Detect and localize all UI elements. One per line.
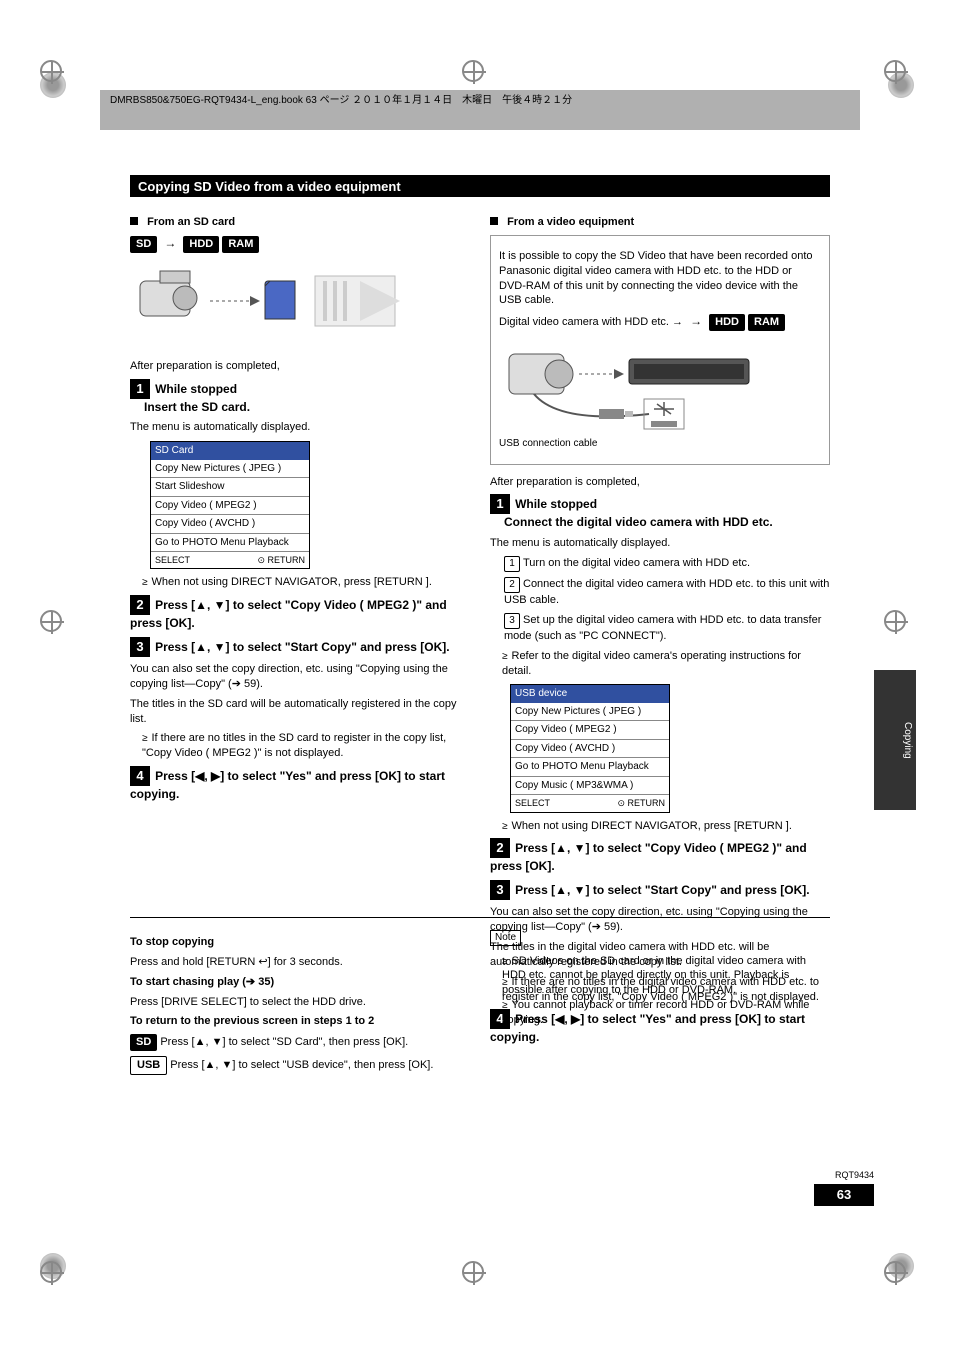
dialog-row: Copy New Pictures ( JPEG ) bbox=[511, 703, 669, 722]
right-intro: It is possible to copy the SD Video that… bbox=[499, 249, 821, 308]
step-number: 1 bbox=[490, 494, 510, 514]
step2-text-r: Press [▲, ▼] to select "Copy Video ( MPE… bbox=[490, 841, 807, 873]
after-prep-text-r: After preparation is completed, bbox=[490, 475, 830, 490]
bullet-not-using-r: When not using DIRECT NAVIGATOR, press [… bbox=[502, 819, 830, 834]
returning-usb: Press [▲, ▼] to select "USB device", the… bbox=[170, 1059, 433, 1071]
usb-device-dialog: USB device Copy New Pictures ( JPEG ) Co… bbox=[510, 684, 670, 812]
page-number: 63 bbox=[814, 1184, 874, 1206]
side-tab: Copying bbox=[874, 670, 916, 810]
media-tag-usb: USB bbox=[130, 1056, 167, 1075]
dialog-row: Copy Video ( AVCHD ) bbox=[151, 515, 309, 534]
step1-connect-r: Connect the digital video camera with HD… bbox=[504, 515, 773, 529]
dialog-footer: SELECT ⊙ RETURN bbox=[151, 552, 309, 568]
step-number: 3 bbox=[490, 880, 510, 900]
rqt-code: RQT9434 bbox=[835, 1169, 874, 1181]
dialog-row: Go to PHOTO Menu Playback bbox=[511, 758, 669, 777]
step4-text: Press [◀, ▶] to select "Yes" and press [… bbox=[130, 769, 445, 801]
step2-text: Press [▲, ▼] to select "Copy Video ( MPE… bbox=[130, 598, 447, 630]
chasing-heading: To start chasing play (➔ 35) bbox=[130, 976, 274, 988]
crop-mark bbox=[884, 60, 914, 90]
step1-insert: Insert the SD card. bbox=[144, 400, 250, 414]
media-tag-ram: RAM bbox=[748, 314, 785, 331]
bullet-no-titles: If there are no titles in the SD card to… bbox=[142, 731, 470, 761]
dialog-row: Go to PHOTO Menu Playback bbox=[151, 534, 309, 553]
camera-to-sd-illustration bbox=[130, 261, 450, 351]
footer-section: To stop copying Press and hold [RETURN ↩… bbox=[130, 905, 830, 1080]
returning-sd: Press [▲, ▼] to select "SD Card", then p… bbox=[160, 1036, 408, 1048]
media-tag-sd: SD bbox=[130, 236, 157, 253]
dialog-row: Copy Video ( MPEG2 ) bbox=[511, 721, 669, 740]
step-number: 4 bbox=[130, 766, 150, 786]
left-heading: From an SD card bbox=[147, 216, 235, 228]
bullet-square-icon bbox=[130, 217, 138, 225]
crop-mark bbox=[462, 60, 492, 90]
right-heading: From a video equipment bbox=[507, 216, 634, 228]
dialog-row: Copy Video ( MPEG2 ) bbox=[151, 497, 309, 516]
substep2: Connect the digital video camera with HD… bbox=[504, 578, 829, 606]
crop-mark bbox=[40, 1261, 70, 1291]
crop-mark bbox=[40, 60, 70, 90]
note-label: Note bbox=[490, 930, 521, 946]
substep-number: 3 bbox=[504, 613, 520, 629]
substep1: Turn on the digital video camera with HD… bbox=[523, 557, 750, 569]
arrow-icon: → bbox=[164, 236, 176, 250]
after-prep-text: After preparation is completed, bbox=[130, 359, 470, 374]
media-tag-hdd: HDD bbox=[709, 314, 745, 331]
step3-text-r: Press [▲, ▼] to select "Start Copy" and … bbox=[515, 883, 810, 897]
step-number: 2 bbox=[130, 595, 150, 615]
chasing-text: Press [DRIVE SELECT] to select the HDD d… bbox=[130, 995, 470, 1010]
substep-number: 1 bbox=[504, 556, 520, 572]
step-number: 1 bbox=[130, 379, 150, 399]
stop-text: Press and hold [RETURN ↩] for 3 seconds. bbox=[130, 955, 470, 970]
step-number: 3 bbox=[130, 637, 150, 657]
dialog-footer: SELECT ⊙ RETURN bbox=[511, 795, 669, 811]
crop-mark bbox=[462, 1261, 492, 1291]
dialog-row: Start Slideshow bbox=[151, 478, 309, 497]
step3-sub2: The titles in the SD card will be automa… bbox=[130, 697, 470, 727]
page-ref: ➔ 59 bbox=[232, 678, 257, 690]
divider bbox=[130, 917, 830, 918]
media-tag-ram: RAM bbox=[222, 236, 259, 253]
dialog-row: Copy Music ( MP3&WMA ) bbox=[511, 777, 669, 796]
dialog-title: SD Card bbox=[151, 442, 309, 460]
filepath-text: DMRBS850&750EG-RQT9434-L_eng.book 63 ページ… bbox=[110, 95, 572, 106]
substep3: Set up the digital video camera with HDD… bbox=[504, 614, 821, 642]
crop-mark bbox=[884, 1261, 914, 1291]
step-number: 2 bbox=[490, 838, 510, 858]
bullet-square-icon bbox=[490, 217, 498, 225]
section-title: Copying SD Video from a video equipment bbox=[130, 175, 830, 197]
note-2: You cannot playback or timer record HDD … bbox=[502, 998, 830, 1028]
step3-text: Press [▲, ▼] to select "Start Copy" and … bbox=[155, 640, 450, 654]
substep-number: 2 bbox=[504, 577, 520, 593]
step1-after-r: The menu is automatically displayed. bbox=[490, 536, 830, 551]
left-column: From an SD card SD → HDD RAM After prepa… bbox=[130, 210, 470, 808]
camera-to-recorder-illustration bbox=[499, 339, 819, 429]
note-1: SD Videos on the SD card or in the digit… bbox=[502, 954, 830, 999]
arrow-icon: → bbox=[690, 314, 702, 328]
dialog-title: USB device bbox=[511, 685, 669, 703]
returning-heading: To return to the previous screen in step… bbox=[130, 1015, 374, 1027]
step1-while-r: While stopped bbox=[515, 497, 597, 511]
dialog-row: Copy New Pictures ( JPEG ) bbox=[151, 460, 309, 479]
bullet-not-using: When not using DIRECT NAVIGATOR, press [… bbox=[142, 575, 470, 590]
media-tag-sd: SD bbox=[130, 1034, 157, 1051]
digital-camera-label: Digital video camera with HDD etc. → bbox=[499, 316, 686, 328]
step1-while: While stopped bbox=[155, 382, 237, 396]
step3-sub1: You can also set the copy direction, etc… bbox=[130, 662, 470, 692]
media-tag-hdd: HDD bbox=[183, 236, 219, 253]
bullet-refer: Refer to the digital video camera's oper… bbox=[502, 649, 830, 679]
crop-mark bbox=[40, 610, 70, 640]
sd-card-dialog: SD Card Copy New Pictures ( JPEG ) Start… bbox=[150, 441, 310, 569]
usb-cable-label: USB connection cable bbox=[499, 437, 821, 451]
crop-mark bbox=[884, 610, 914, 640]
step1-after: The menu is automatically displayed. bbox=[130, 420, 470, 435]
stop-heading: To stop copying bbox=[130, 936, 214, 948]
filepath-bar: DMRBS850&750EG-RQT9434-L_eng.book 63 ページ… bbox=[100, 90, 860, 130]
dialog-row: Copy Video ( AVCHD ) bbox=[511, 740, 669, 759]
